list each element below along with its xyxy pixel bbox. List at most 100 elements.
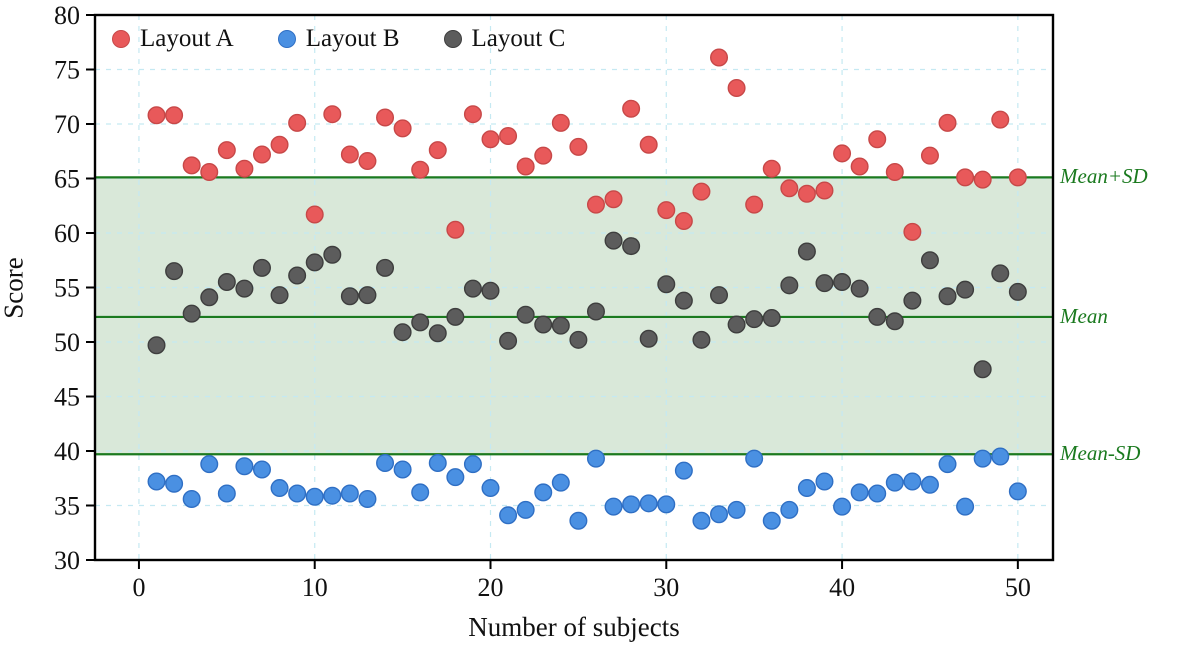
data-point bbox=[182, 304, 201, 323]
data-point bbox=[692, 330, 711, 349]
series-layout-b bbox=[147, 447, 1027, 530]
mean-label: Mean bbox=[1060, 303, 1108, 328]
data-point bbox=[288, 113, 307, 132]
data-point bbox=[586, 195, 605, 214]
data-point bbox=[217, 273, 236, 292]
data-point bbox=[288, 484, 307, 503]
data-point bbox=[428, 453, 447, 472]
data-point bbox=[393, 460, 412, 479]
y-tick-label: 40 bbox=[54, 437, 80, 466]
data-point bbox=[551, 316, 570, 335]
data-point bbox=[323, 105, 342, 124]
data-point bbox=[815, 181, 834, 200]
data-point bbox=[657, 201, 676, 220]
data-point bbox=[200, 162, 219, 181]
data-point bbox=[534, 146, 553, 165]
data-point bbox=[604, 231, 623, 250]
data-point bbox=[991, 264, 1010, 283]
y-tick-label: 50 bbox=[54, 328, 80, 357]
layout-a-marker-icon bbox=[112, 30, 130, 48]
legend-label-layout-a: Layout A bbox=[140, 25, 234, 52]
data-point bbox=[252, 145, 271, 164]
data-point bbox=[358, 489, 377, 508]
x-tick-label: 50 bbox=[1005, 573, 1031, 602]
data-point bbox=[833, 273, 852, 292]
data-point bbox=[850, 279, 869, 298]
data-point bbox=[762, 309, 781, 328]
mean-plus-sd-label: Mean+SD bbox=[1060, 164, 1148, 189]
legend-item-layout-c: Layout C bbox=[443, 25, 566, 53]
data-point bbox=[973, 360, 992, 379]
data-point bbox=[622, 99, 641, 118]
y-tick-label: 65 bbox=[54, 165, 80, 194]
data-point bbox=[815, 472, 834, 491]
data-point bbox=[868, 130, 887, 149]
data-point bbox=[516, 157, 535, 176]
data-point bbox=[481, 130, 500, 149]
data-point bbox=[516, 500, 535, 519]
data-point bbox=[938, 455, 957, 474]
data-point bbox=[710, 48, 729, 67]
y-tick-label: 70 bbox=[54, 110, 80, 139]
data-point bbox=[499, 506, 518, 525]
data-point bbox=[815, 274, 834, 293]
data-point bbox=[833, 497, 852, 516]
data-point bbox=[217, 484, 236, 503]
data-point bbox=[745, 310, 764, 329]
data-point bbox=[604, 190, 623, 209]
data-point bbox=[674, 212, 693, 231]
data-point bbox=[868, 307, 887, 326]
data-point bbox=[270, 286, 289, 305]
data-point bbox=[780, 500, 799, 519]
legend-item-layout-b: Layout B bbox=[277, 25, 400, 53]
data-point bbox=[147, 472, 166, 491]
data-point bbox=[622, 495, 641, 514]
data-point bbox=[235, 457, 254, 476]
data-point bbox=[463, 279, 482, 298]
data-point bbox=[973, 170, 992, 189]
layout-b-marker-icon bbox=[277, 30, 296, 48]
data-point bbox=[762, 511, 781, 530]
data-point bbox=[358, 152, 377, 171]
data-point bbox=[727, 500, 746, 519]
data-point bbox=[323, 245, 342, 264]
data-point bbox=[956, 280, 975, 299]
data-point bbox=[692, 511, 711, 530]
y-tick-label: 35 bbox=[54, 492, 80, 521]
x-tick-label: 40 bbox=[829, 573, 855, 602]
data-point bbox=[516, 305, 535, 324]
data-point bbox=[305, 253, 324, 272]
data-point bbox=[551, 113, 570, 132]
data-point bbox=[428, 324, 447, 343]
data-point bbox=[639, 494, 658, 513]
data-point bbox=[657, 495, 676, 514]
data-point bbox=[252, 460, 271, 479]
data-point bbox=[463, 105, 482, 124]
data-point bbox=[569, 330, 588, 349]
data-point bbox=[376, 258, 395, 277]
data-point bbox=[305, 205, 324, 224]
data-point bbox=[393, 119, 412, 138]
y-axis-title: Score bbox=[0, 257, 29, 319]
data-point bbox=[586, 302, 605, 321]
data-point bbox=[710, 505, 729, 524]
data-point bbox=[639, 135, 658, 154]
data-point bbox=[885, 162, 904, 181]
data-point bbox=[323, 486, 342, 505]
data-point bbox=[920, 146, 939, 165]
data-point bbox=[147, 106, 166, 125]
data-point bbox=[446, 220, 465, 239]
data-point bbox=[903, 222, 922, 241]
legend-label-layout-c: Layout C bbox=[471, 25, 566, 52]
data-point bbox=[305, 487, 324, 506]
data-point bbox=[165, 474, 184, 493]
data-point bbox=[920, 251, 939, 270]
data-point bbox=[833, 144, 852, 163]
data-point bbox=[446, 468, 465, 487]
data-point bbox=[1008, 168, 1027, 187]
data-point bbox=[376, 108, 395, 127]
data-point bbox=[868, 484, 887, 503]
data-point bbox=[657, 275, 676, 294]
